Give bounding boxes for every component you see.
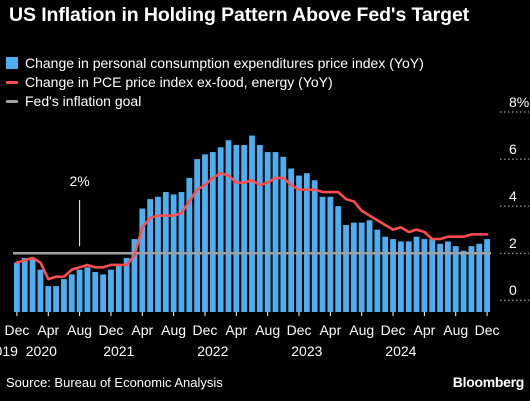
x-tick-label: Apr bbox=[225, 322, 247, 338]
pce-bar bbox=[350, 222, 357, 312]
pce-bar bbox=[303, 173, 310, 312]
pce-bar bbox=[241, 144, 248, 312]
pce-bar bbox=[397, 241, 404, 312]
brand-logo: Bloomberg bbox=[452, 374, 525, 390]
pce-bar bbox=[280, 156, 287, 312]
core-pce-line bbox=[15, 171, 489, 281]
pce-bar bbox=[429, 239, 436, 312]
legend-item-pce: Change in personal consumption expenditu… bbox=[6, 54, 424, 72]
x-tick-label: Dec bbox=[4, 322, 29, 338]
pce-bar bbox=[476, 243, 483, 312]
x-tick-label: Aug bbox=[255, 322, 280, 338]
pce-bar bbox=[264, 152, 271, 312]
pce-bar bbox=[335, 206, 342, 312]
source-note: Source: Bureau of Economic Analysis bbox=[6, 375, 223, 390]
pce-bar bbox=[37, 269, 44, 312]
y-tick-label: 2 bbox=[509, 235, 517, 251]
pce-bar bbox=[131, 239, 138, 312]
legend-label-core-pce: Change in PCE price index ex-food, energ… bbox=[25, 74, 333, 90]
pce-bar bbox=[202, 154, 208, 312]
chart-title: US Inflation in Holding Pattern Above Fe… bbox=[9, 4, 470, 26]
x-tick-label: Dec bbox=[475, 322, 500, 338]
pce-bar bbox=[366, 220, 373, 312]
x-year-label: 2021 bbox=[103, 343, 134, 359]
legend-swatch-core-pce bbox=[6, 80, 18, 84]
x-year-label: 2019 bbox=[0, 343, 18, 359]
pce-bar bbox=[115, 264, 122, 312]
pce-bar bbox=[437, 243, 443, 312]
x-tick-label: Aug bbox=[349, 322, 374, 338]
x-tick-label: Aug bbox=[161, 322, 186, 338]
pce-bar bbox=[84, 267, 91, 312]
x-tick-label: Aug bbox=[443, 322, 468, 338]
annotation-label: 2% bbox=[69, 173, 89, 189]
pce-bar bbox=[468, 246, 475, 312]
y-tick-label: 4 bbox=[509, 188, 517, 204]
pce-bar bbox=[413, 236, 420, 312]
x-tick-label: Dec bbox=[98, 322, 123, 338]
legend-item-fed-goal: Fed's inflation goal bbox=[6, 92, 141, 110]
pce-bar bbox=[29, 257, 36, 312]
pce-bar bbox=[61, 279, 67, 312]
y-tick-label: 6 bbox=[509, 141, 517, 157]
pce-bar bbox=[147, 199, 154, 312]
pce-bar bbox=[311, 180, 318, 312]
pce-bar bbox=[194, 159, 201, 312]
pce-bar bbox=[68, 274, 75, 312]
pce-bar bbox=[225, 140, 232, 312]
x-tick-label: Aug bbox=[67, 322, 92, 338]
x-year-label: 2024 bbox=[385, 343, 416, 359]
pce-bar bbox=[296, 175, 302, 312]
pce-bar bbox=[249, 135, 255, 312]
pce-bar bbox=[14, 262, 20, 312]
y-tick-label: 8% bbox=[509, 94, 529, 110]
pce-bar bbox=[217, 147, 224, 312]
pce-bar bbox=[21, 257, 28, 312]
pce-bar bbox=[76, 269, 83, 312]
pce-bar bbox=[108, 269, 114, 312]
x-tick-label: Dec bbox=[287, 322, 312, 338]
pce-bar bbox=[139, 208, 146, 312]
pce-bar bbox=[272, 152, 279, 312]
legend-swatch-pce bbox=[6, 57, 18, 69]
x-tick-label: Apr bbox=[319, 322, 341, 338]
pce-bar bbox=[343, 224, 349, 312]
pce-bar bbox=[288, 168, 295, 312]
pce-bar bbox=[445, 241, 451, 312]
pce-bar bbox=[460, 250, 467, 312]
pce-bar bbox=[209, 152, 216, 312]
x-tick-label: Apr bbox=[131, 322, 153, 338]
pce-bar bbox=[382, 236, 389, 312]
x-tick-label: Apr bbox=[37, 322, 59, 338]
pce-bar bbox=[358, 222, 365, 312]
x-year-label: 2022 bbox=[197, 343, 228, 359]
pce-bar bbox=[452, 246, 459, 312]
x-tick-label: Apr bbox=[413, 322, 435, 338]
pce-bar bbox=[45, 286, 52, 313]
legend-label-pce: Change in personal consumption expenditu… bbox=[25, 55, 424, 71]
pce-bar bbox=[186, 177, 193, 312]
x-tick-label: Dec bbox=[193, 322, 218, 338]
x-year-label: 2023 bbox=[291, 343, 322, 359]
y-tick-label: 0 bbox=[509, 282, 517, 298]
pce-bar bbox=[100, 274, 107, 312]
pce-bar bbox=[123, 257, 130, 312]
pce-bar bbox=[484, 239, 490, 312]
legend-item-core-pce: Change in PCE price index ex-food, energ… bbox=[6, 73, 333, 91]
pce-bar bbox=[92, 272, 99, 312]
x-tick-label: Dec bbox=[381, 322, 406, 338]
pce-bar bbox=[405, 241, 412, 312]
pce-bar bbox=[390, 239, 396, 312]
legend-label-fed-goal: Fed's inflation goal bbox=[25, 93, 142, 109]
x-year-label: 2020 bbox=[26, 343, 57, 359]
legend-swatch-fed-goal bbox=[6, 99, 18, 103]
pce-bar bbox=[53, 286, 59, 313]
pce-bar bbox=[256, 144, 263, 312]
pce-bar bbox=[374, 229, 381, 312]
pce-bar bbox=[233, 144, 240, 312]
pce-bar bbox=[421, 239, 428, 312]
